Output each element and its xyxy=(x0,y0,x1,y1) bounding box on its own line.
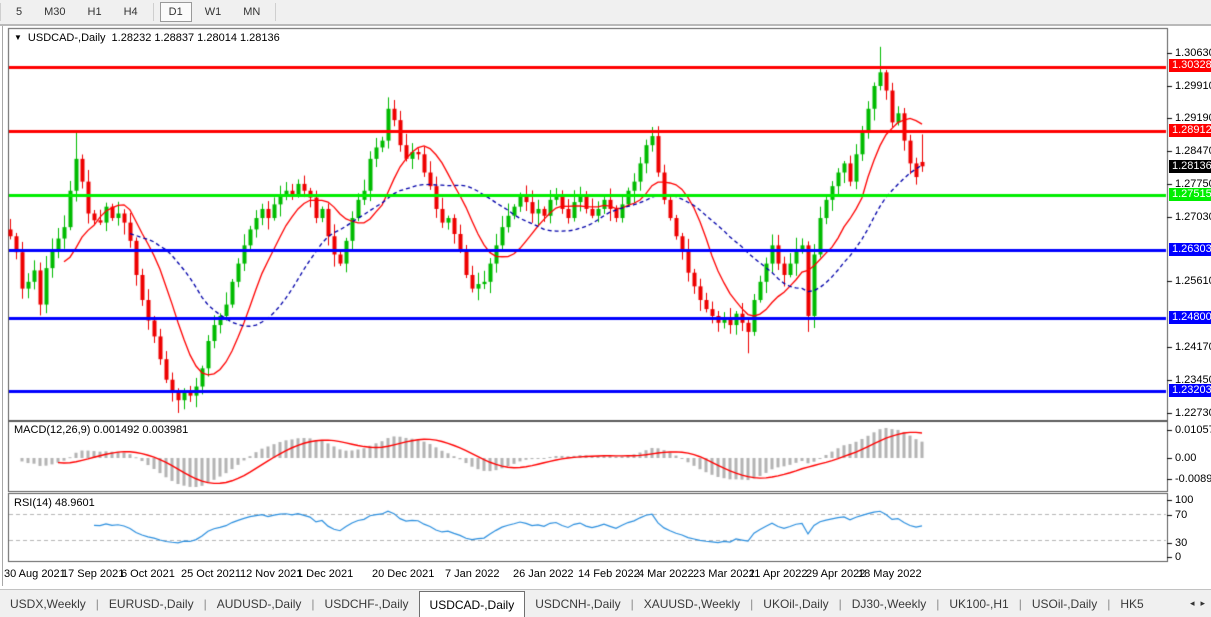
price-tick-label: 1.29910 xyxy=(1175,80,1211,92)
tab-usdx-weekly[interactable]: USDX,Weekly | xyxy=(10,596,99,611)
tab-separator: | xyxy=(311,596,315,611)
tab-dj30-weekly[interactable]: DJ30-,Weekly | xyxy=(851,596,940,611)
tab-usdchf-daily[interactable]: USDCHF-,Daily xyxy=(324,596,409,611)
tab-hk5[interactable]: HK5 xyxy=(1120,596,1144,611)
tab-usdcnh-daily[interactable]: USDCNH-,Daily | xyxy=(535,596,634,611)
symbol-period-label: USDCAD-,Daily xyxy=(27,32,106,44)
date-tick-label: 23 Mar 2022 xyxy=(693,568,755,580)
tab-ukoil-daily[interactable]: UKOil-,Daily | xyxy=(763,596,842,611)
date-tick-label: 7 Jan 2022 xyxy=(445,568,500,580)
date-tick-label: 20 Dec 2021 xyxy=(372,568,435,580)
tab-usoil-daily[interactable]: USOil-,Daily | xyxy=(1031,596,1111,611)
price-tick-label: 1.22730 xyxy=(1175,407,1211,419)
date-tick-label: 11 Apr 2022 xyxy=(749,568,808,580)
tab-separator: | xyxy=(95,596,99,611)
tab-uk100-h1[interactable]: UK100-,H1 | xyxy=(949,596,1022,611)
date-tick-label: 12 Nov 2021 xyxy=(240,568,303,580)
toolbar-separator xyxy=(152,3,154,21)
rsi-tick-label: 70 xyxy=(1175,509,1188,521)
price-level-badge: 1.27515 xyxy=(1169,188,1211,201)
chevron-down-icon[interactable]: ▼ xyxy=(14,33,22,42)
symbol-tab-bar: USDX,Weekly | EURUSD-,Daily | AUDUSD-,Daily |… xyxy=(0,589,1211,617)
rsi-tick-label: 30 xyxy=(1175,537,1188,549)
price-level-badge: 1.23203 xyxy=(1169,384,1211,397)
tab-eurusd-daily[interactable]: EURUSD-,Daily | xyxy=(108,596,207,611)
rsi-tick-label: 100 xyxy=(1175,494,1194,506)
price-level-badge: 1.24800 xyxy=(1169,311,1211,324)
price-tick-label: 1.27030 xyxy=(1175,211,1211,223)
price-tick-label: 1.23450 xyxy=(1175,374,1211,386)
rsi-tick-label: 0 xyxy=(1175,551,1182,563)
date-tick-label: 18 May 2022 xyxy=(858,568,922,580)
date-tick-label: 30 Aug 2021 xyxy=(4,568,66,580)
toolbar-separator xyxy=(275,3,277,21)
tab-separator: | xyxy=(750,596,754,611)
window-edge xyxy=(2,26,3,586)
price-tick-label: 1.27750 xyxy=(1175,178,1211,190)
tab-scroll-controls: ◂ ▸ xyxy=(1190,590,1211,617)
macd-tick-label: 0.00 xyxy=(1175,452,1197,464)
price-tick-label: 1.29190 xyxy=(1175,112,1211,124)
timeframe-button-m30[interactable]: M30 xyxy=(44,6,66,18)
date-tick-label: 14 Feb 2022 xyxy=(578,568,640,580)
tab-separator: | xyxy=(630,596,634,611)
price-level-badge: 1.26303 xyxy=(1169,243,1211,256)
price-level-badge: 1.30328 xyxy=(1169,59,1211,72)
price-tick-label: 1.30630 xyxy=(1175,47,1211,59)
timeframe-button-d1[interactable]: D1 xyxy=(159,2,192,22)
macd-tick-label: -0.00896 xyxy=(1175,473,1211,485)
tab-separator: | xyxy=(838,596,842,611)
date-tick-label: 17 Sep 2021 xyxy=(62,568,125,580)
tab-separator: | xyxy=(1107,596,1111,611)
tab-xauusd-weekly[interactable]: XAUUSD-,Weekly | xyxy=(643,596,754,611)
tab-usdcad-daily[interactable]: USDCAD-,Daily xyxy=(418,591,526,617)
tab-separator: | xyxy=(936,596,940,611)
scroll-left-button[interactable]: ◂ xyxy=(1189,598,1195,608)
date-tick-label: 26 Jan 2022 xyxy=(513,568,574,580)
date-tick-label: 1 Dec 2021 xyxy=(297,568,354,580)
date-tick-label: 29 Apr 2022 xyxy=(806,568,866,580)
date-tick-label: 25 Oct 2021 xyxy=(181,568,241,580)
price-tick-label: 1.25610 xyxy=(1175,275,1211,287)
toolbar-separator xyxy=(0,3,1,21)
tab-separator: | xyxy=(203,596,207,611)
timeframe-button-mn[interactable]: MN xyxy=(243,6,261,18)
price-level-badge: 1.28136 xyxy=(1169,160,1211,173)
chart-title: ▼ USDCAD-,Daily 1.28232 1.28837 1.28014 … xyxy=(14,32,280,44)
macd-tick-label: 0.010578 xyxy=(1175,424,1211,436)
timeframe-button-h4[interactable]: H4 xyxy=(123,6,138,18)
date-tick-label: 6 Oct 2021 xyxy=(121,568,175,580)
timeframe-button-5[interactable]: 5 xyxy=(16,6,23,18)
macd-indicator-label: MACD(12,26,9) 0.001492 0.003981 xyxy=(14,424,189,436)
timeframe-toolbar: 5 M30 H1 H4 D1 W1 MN xyxy=(0,0,1211,26)
ohlc-readout: 1.28232 1.28837 1.28014 1.28136 xyxy=(111,32,280,44)
rsi-indicator-label: RSI(14) 48.9601 xyxy=(14,497,95,509)
tab-separator: | xyxy=(1018,596,1022,611)
scroll-right-button[interactable]: ▸ xyxy=(1200,598,1205,608)
date-tick-label: 4 Mar 2022 xyxy=(638,568,694,580)
tab-audusd-daily[interactable]: AUDUSD-,Daily | xyxy=(216,596,315,611)
price-tick-label: 1.28470 xyxy=(1175,145,1211,157)
timeframe-button-w1[interactable]: W1 xyxy=(204,6,222,18)
timeframe-button-h1[interactable]: H1 xyxy=(87,6,102,18)
price-tick-label: 1.24170 xyxy=(1175,341,1211,353)
price-level-badge: 1.28912 xyxy=(1169,124,1211,137)
